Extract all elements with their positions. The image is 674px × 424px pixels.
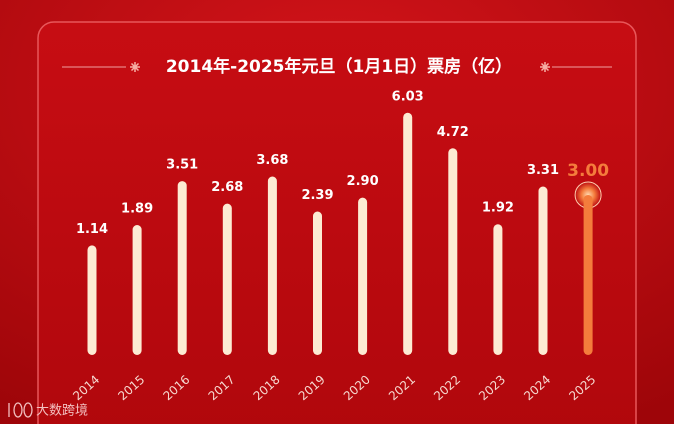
bar	[177, 181, 187, 355]
bar	[222, 203, 232, 355]
bar	[583, 194, 593, 355]
bar	[538, 186, 548, 355]
value-label: 3.68	[256, 153, 288, 168]
bar	[493, 224, 503, 355]
panel	[37, 21, 637, 424]
value-label: 3.51	[166, 158, 198, 173]
value-label: 1.14	[76, 222, 108, 237]
bar	[132, 225, 142, 355]
value-label: 3.31	[527, 163, 559, 178]
bar	[267, 176, 277, 355]
bar	[448, 148, 458, 355]
value-label: 3.00	[567, 161, 609, 181]
watermark-logo	[8, 402, 33, 418]
bar	[403, 112, 413, 355]
value-label: 1.92	[482, 201, 514, 216]
watermark: 大数跨境	[36, 404, 88, 419]
value-label: 2.68	[211, 180, 243, 195]
bar	[87, 245, 97, 355]
bar	[358, 197, 368, 355]
value-label: 2.90	[347, 174, 379, 189]
value-label: 1.89	[121, 202, 153, 217]
value-label: 6.03	[392, 89, 424, 104]
bar	[313, 211, 322, 355]
snowflake	[130, 62, 550, 72]
chart-title: 2014年-2025年元旦（1月1日）票房（亿）	[166, 56, 512, 77]
value-label: 4.72	[437, 125, 469, 140]
value-label: 2.39	[301, 188, 333, 203]
